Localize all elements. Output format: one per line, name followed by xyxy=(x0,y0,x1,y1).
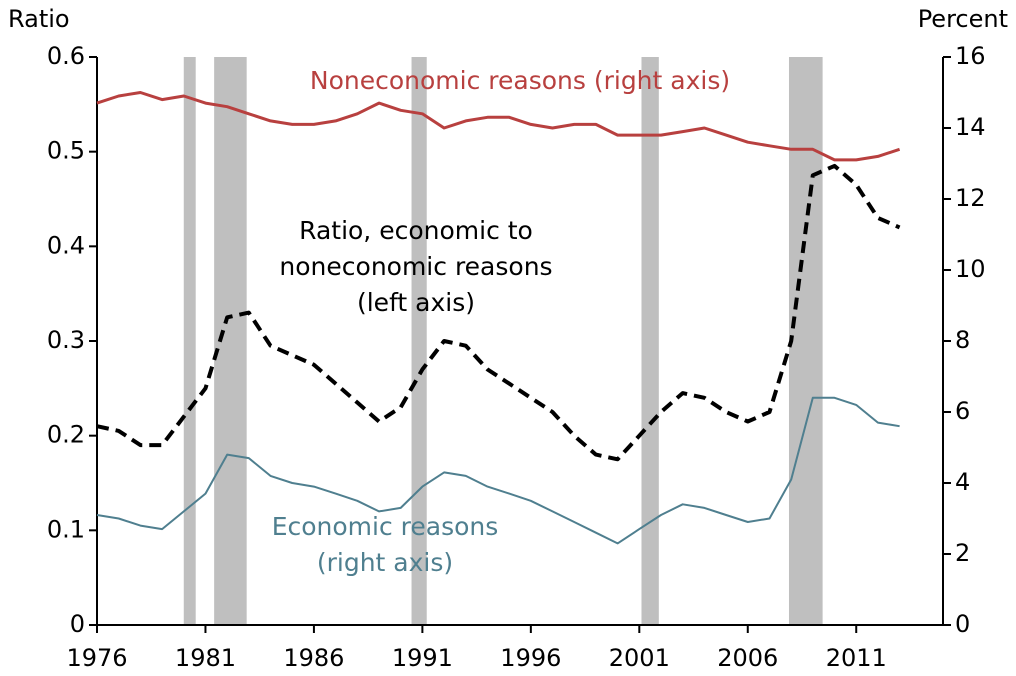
x-tick-label: 1996 xyxy=(500,644,561,672)
series-label: Noneconomic reasons (right axis) xyxy=(310,66,730,95)
y-axis-title: Ratio xyxy=(8,5,70,33)
y-tick-label: 0.5 xyxy=(47,137,85,165)
y2-tick-label: 12 xyxy=(955,184,986,212)
x-tick-label: 1976 xyxy=(66,644,127,672)
recession-band xyxy=(788,57,823,625)
y2-tick-label: 0 xyxy=(955,610,970,638)
y2-tick-label: 10 xyxy=(955,255,986,283)
x-tick-label: 2001 xyxy=(609,644,670,672)
y-tick-label: 0.1 xyxy=(47,515,85,543)
recession-band xyxy=(183,57,196,625)
y2-tick-label: 14 xyxy=(955,113,986,141)
y2-tick-label: 16 xyxy=(955,42,986,70)
series-line xyxy=(96,91,901,162)
y2-tick-label: 2 xyxy=(955,539,970,567)
series-label: noneconomic reasons xyxy=(279,252,552,281)
y-tick-label: 0.4 xyxy=(47,231,85,259)
x-tick-label: 1986 xyxy=(283,644,344,672)
series-label: (right axis) xyxy=(317,548,453,577)
x-tick-label: 2011 xyxy=(826,644,887,672)
y2-tick-label: 6 xyxy=(955,397,970,425)
y-tick-label: 0 xyxy=(70,610,85,638)
y-tick-label: 0.6 xyxy=(47,42,85,70)
y2-axis-title: Percent xyxy=(918,5,1008,33)
x-tick-label: 1991 xyxy=(392,644,453,672)
y2-tick-label: 8 xyxy=(955,326,970,354)
recession-band xyxy=(641,57,659,625)
y2-tick-label: 4 xyxy=(955,468,970,496)
series-label: Ratio, economic to xyxy=(299,216,533,245)
x-tick-label: 2006 xyxy=(717,644,778,672)
series-label: (left axis) xyxy=(357,288,475,317)
series-line xyxy=(96,396,900,545)
series-label: Economic reasons xyxy=(272,512,499,541)
series-line xyxy=(96,163,901,462)
recession-band xyxy=(411,57,427,625)
y-tick-label: 0.2 xyxy=(47,421,85,449)
x-tick-label: 1981 xyxy=(175,644,236,672)
y-tick-label: 0.3 xyxy=(47,326,85,354)
